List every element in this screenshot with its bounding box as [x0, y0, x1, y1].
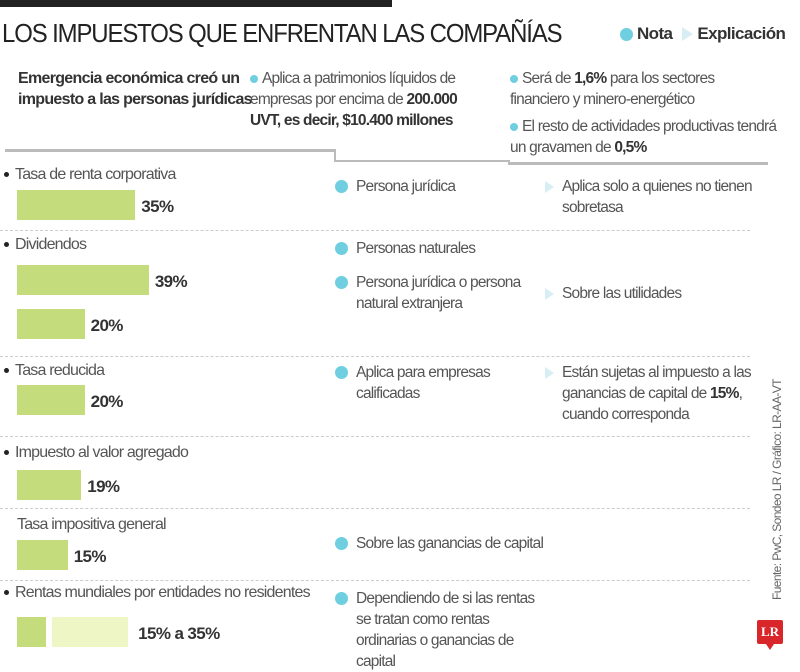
explanation-text: Sobre las utilidades — [562, 285, 682, 302]
bar-value-label: 20% — [90, 316, 124, 335]
note-dot-icon — [335, 276, 348, 289]
intro-point-2: Será de 1,6% para los sectores financier… — [510, 70, 715, 108]
dashed-divider — [0, 230, 750, 231]
lr-logo: LR — [757, 620, 783, 650]
triangle-arrow-icon — [545, 288, 554, 300]
bar-range — [52, 617, 129, 647]
bar-value-label: 35% — [141, 197, 174, 216]
top-rule — [0, 0, 392, 7]
explanation-item: Sobre las utilidades — [545, 283, 760, 304]
category-label-text: Tasa reducida — [15, 362, 105, 379]
explanation-item: Aplica solo a quienes no tienen sobretas… — [545, 176, 760, 218]
note-item: Persona jurídica — [335, 176, 550, 197]
intro-heading: Emergencia económica creó un impuesto a … — [18, 70, 253, 108]
bar-value-label: 39% — [154, 272, 188, 291]
explanation-part: Están sujetas al impuesto a las ganancia… — [562, 364, 752, 402]
note-item: Aplica para empresas calificadas — [335, 362, 550, 404]
category-label: Rentas mundiales por entidades no reside… — [4, 584, 311, 602]
note-dot-icon — [510, 122, 518, 131]
triangle-arrow-icon — [545, 181, 554, 193]
category-label-text: Impuesto al valor agregado — [15, 444, 189, 461]
divider — [334, 160, 510, 162]
explanation-text: Aplica solo a quienes no tienen sobretas… — [562, 178, 753, 216]
bar — [17, 385, 85, 415]
note-dot-icon — [335, 366, 348, 379]
category-label-text: Rentas mundiales por entidades no reside… — [15, 584, 311, 601]
bar — [17, 309, 85, 339]
note-item: Persona jurídica o persona natural extra… — [335, 272, 550, 314]
circle-dot-icon — [620, 27, 633, 41]
explanation-item: Están sujetas al impuesto a las ganancia… — [545, 362, 760, 425]
note-dot-icon — [250, 74, 258, 83]
note-text: Persona jurídica o persona natural extra… — [356, 274, 521, 312]
legend-explicacion: Explicación — [697, 24, 786, 43]
bar-value-label: 20% — [90, 392, 124, 411]
intro-point-3: El resto de actividades productivas tend… — [510, 118, 777, 156]
triangle-arrow-icon — [545, 367, 554, 379]
divider — [508, 162, 768, 165]
dashed-divider — [0, 356, 750, 357]
explanation-part: , cuando corresponda — [562, 385, 743, 423]
legend-nota: Nota — [637, 24, 673, 43]
bar — [17, 540, 68, 570]
legend: Nota Explicación — [620, 24, 786, 44]
bar — [17, 190, 136, 220]
source-note: Fuente: PwC, Sondeo LR / Gráfico: LR-AA-… — [770, 379, 784, 600]
explanation-part: 15% — [709, 385, 739, 402]
dashed-divider — [0, 580, 750, 581]
bar — [17, 470, 82, 500]
bar-value-label: 15% a 35% — [138, 624, 220, 643]
bullet-icon — [4, 450, 9, 456]
note-dot-icon — [335, 242, 348, 255]
bullet-icon — [4, 368, 9, 374]
note-text: Personas naturales — [356, 240, 476, 257]
category-label-text: Tasa impositiva general — [17, 516, 167, 533]
bullet-icon — [4, 590, 9, 596]
note-dot-icon — [510, 74, 518, 83]
note-item: Dependiendo de si las rentas se tratan c… — [335, 588, 550, 672]
note-dot-icon — [335, 592, 348, 605]
note-item: Personas naturales — [335, 238, 550, 259]
dashed-divider — [0, 436, 750, 437]
note-text: Sobre las ganancias de capital — [356, 535, 544, 552]
note-dot-icon — [335, 537, 348, 550]
explanation-text: Están sujetas al impuesto a las ganancia… — [562, 362, 760, 425]
category-label-text: Dividendos — [15, 236, 87, 253]
bar-value-label: 19% — [87, 477, 120, 496]
bullet-icon — [4, 172, 9, 178]
category-label: Dividendos — [4, 236, 87, 254]
category-label: Tasa impositiva general — [17, 516, 167, 534]
divider — [334, 149, 336, 162]
page-title: LOS IMPUESTOS QUE ENFRENTAN LAS COMPAÑÍA… — [2, 18, 563, 48]
bar-value-label: 15% — [73, 547, 107, 566]
note-text: Persona jurídica — [356, 178, 456, 195]
triangle-arrow-icon — [682, 27, 694, 41]
dashed-divider — [0, 508, 750, 509]
intro-point-1: Aplica a patrimonios líquidos de empresa… — [250, 70, 458, 129]
note-text: Aplica para empresas calificadas — [356, 364, 491, 402]
bar — [17, 265, 149, 295]
note-text: Dependiendo de si las rentas se tratan c… — [356, 590, 535, 670]
category-label: Tasa reducida — [4, 362, 105, 380]
category-label-text: Tasa de renta corporativa — [15, 166, 176, 183]
bullet-icon — [4, 242, 9, 248]
category-label: Impuesto al valor agregado — [4, 444, 189, 462]
note-item: Sobre las ganancias de capital — [335, 533, 550, 554]
category-label: Tasa de renta corporativa — [4, 166, 176, 184]
bar-min — [17, 617, 47, 647]
divider — [5, 149, 335, 152]
note-dot-icon — [335, 180, 348, 193]
